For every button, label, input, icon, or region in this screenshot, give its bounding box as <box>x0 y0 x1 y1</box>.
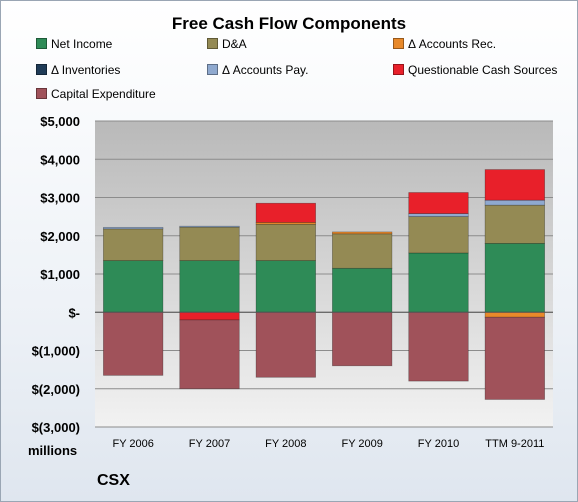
bar-segment <box>103 311 164 376</box>
legend-label: Questionable Cash Sources <box>408 63 558 77</box>
legend-inventories: Δ Inventories <box>36 63 120 77</box>
legend-swatch <box>393 38 404 49</box>
bar-segment <box>103 260 164 313</box>
bar-segment <box>179 226 240 261</box>
bar-segment <box>255 311 316 378</box>
x-tick-label: FY 2010 <box>418 438 459 450</box>
bar-segment <box>332 231 393 235</box>
y-tick-label: $- <box>68 305 80 320</box>
y-tick-label: $1,000 <box>40 267 80 282</box>
legend-label: Capital Expenditure <box>51 87 156 101</box>
legend-capex: Capital Expenditure <box>36 87 156 101</box>
bar-segment <box>255 223 316 261</box>
bar-segment <box>332 233 393 269</box>
units-label: millions <box>28 443 78 458</box>
y-tick-label: $(2,000) <box>32 382 80 397</box>
bar-segment <box>484 199 545 206</box>
y-tick-label: $4,000 <box>40 152 80 167</box>
legend-accounts-rec: Δ Accounts Rec. <box>393 37 496 51</box>
x-tick-label: FY 2008 <box>265 438 306 450</box>
y-tick-label: $2,000 <box>40 229 80 244</box>
legend-swatch <box>36 88 47 99</box>
x-tick-label: FY 2009 <box>341 438 382 450</box>
bar-segment <box>332 311 393 367</box>
legend-accounts-pay: Δ Accounts Pay. <box>207 63 309 77</box>
bar-segment <box>103 226 164 230</box>
y-tick-label: $(3,000) <box>32 420 80 435</box>
bar-segment <box>484 169 545 201</box>
chart-title: Free Cash Flow Components <box>171 14 407 33</box>
bar-segment <box>408 216 469 254</box>
legend-net-income: Net Income <box>36 37 112 51</box>
bar-segment <box>332 267 393 313</box>
bar-segment <box>484 243 545 313</box>
bar-segment <box>103 228 164 261</box>
bar-segment <box>408 192 469 214</box>
y-tick-label: $3,000 <box>40 191 80 206</box>
bar-segment <box>255 260 316 313</box>
legend-label: Net Income <box>51 37 113 51</box>
x-tick-label: FY 2007 <box>189 438 230 450</box>
legend-label: D&A <box>222 37 247 51</box>
bar-segment <box>179 260 240 313</box>
legend-label: Δ Accounts Pay. <box>222 63 309 77</box>
bar-segment <box>484 316 545 400</box>
bar-segment <box>484 204 545 244</box>
legend-questionable: Questionable Cash Sources <box>393 63 557 77</box>
x-tick-label: TTM 9-2011 <box>485 438 544 450</box>
legend-label: Δ Accounts Rec. <box>408 37 497 51</box>
y-tick-label: $(1,000) <box>32 344 80 359</box>
bar-segment <box>179 319 240 390</box>
x-tick-label: FY 2006 <box>112 438 153 450</box>
bar-segment <box>484 311 545 318</box>
bar-segment <box>408 311 469 382</box>
legend-label: Δ Inventories <box>51 63 121 77</box>
bar-segment <box>255 202 316 223</box>
legend-swatch <box>393 64 404 75</box>
y-tick-label: $5,000 <box>40 114 80 129</box>
bar-segment <box>408 213 469 217</box>
bar-segment <box>179 311 240 321</box>
legend-swatch <box>207 38 218 49</box>
legend-swatch <box>207 64 218 75</box>
bar-segment <box>408 252 469 313</box>
company-label: CSX <box>97 472 130 489</box>
legend-swatch <box>36 38 47 49</box>
bar-segment <box>179 225 240 228</box>
legend-da: D&A <box>207 37 247 51</box>
legend-swatch <box>36 64 47 75</box>
